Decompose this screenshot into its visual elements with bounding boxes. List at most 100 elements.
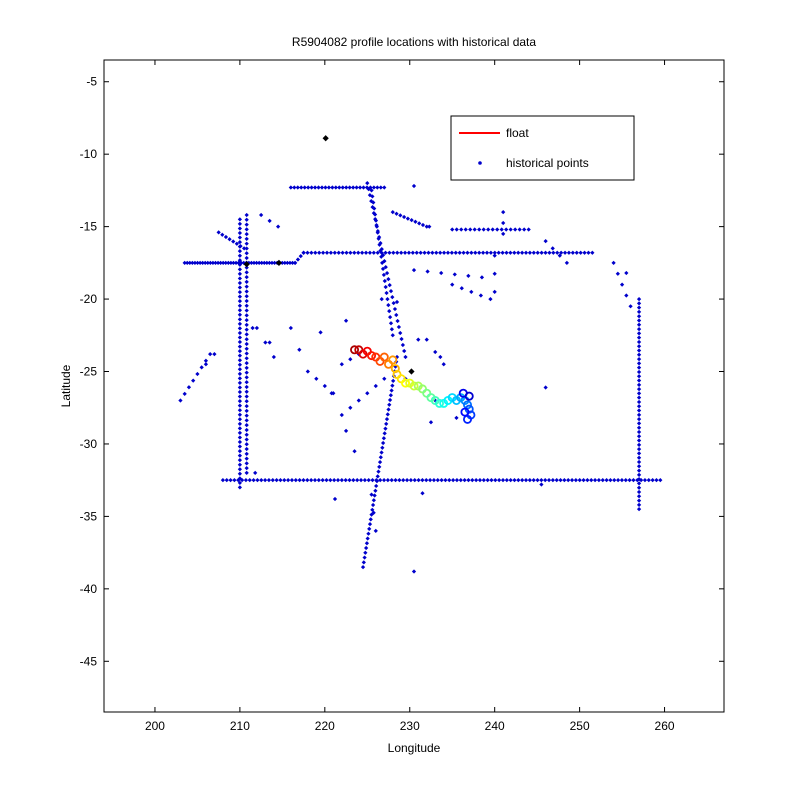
historical-point xyxy=(383,264,388,270)
historical-point xyxy=(636,339,642,345)
historical-point xyxy=(420,478,425,483)
historical-point xyxy=(658,478,663,483)
historical-point xyxy=(612,478,617,483)
historical-point xyxy=(445,250,451,255)
historical-point xyxy=(517,227,522,232)
historical-point xyxy=(237,389,243,395)
historical-point xyxy=(343,428,349,434)
historical-point xyxy=(378,478,383,483)
historical-point xyxy=(244,317,249,323)
historical-point xyxy=(527,478,532,483)
historical-point xyxy=(414,250,419,255)
historical-point xyxy=(340,185,345,190)
historical-point xyxy=(286,478,291,483)
historical-point xyxy=(592,478,598,483)
historical-point xyxy=(299,185,304,190)
historical-point xyxy=(394,211,399,216)
historical-point xyxy=(364,541,370,546)
historical-point xyxy=(365,536,370,541)
historical-point xyxy=(615,271,620,276)
historical-point xyxy=(287,260,293,265)
historical-point xyxy=(380,260,385,265)
historical-point xyxy=(578,250,583,255)
historical-point xyxy=(244,360,249,366)
historical-point xyxy=(212,352,217,357)
historical-point xyxy=(316,185,321,190)
historical-point xyxy=(370,478,375,483)
historical-point xyxy=(392,306,398,312)
historical-point xyxy=(255,478,260,483)
historical-point xyxy=(203,260,208,265)
historical-point xyxy=(535,478,540,483)
historical-point xyxy=(244,327,249,332)
historical-point xyxy=(332,250,337,255)
historical-point xyxy=(249,260,254,265)
historical-point xyxy=(481,478,486,483)
historical-point xyxy=(636,498,642,503)
historical-point xyxy=(405,216,410,221)
historical-point xyxy=(244,451,249,456)
historical-point xyxy=(195,260,200,265)
historical-point xyxy=(244,274,249,280)
historical-point xyxy=(636,352,642,357)
historical-point xyxy=(339,362,344,367)
marked-points-series xyxy=(243,135,415,375)
historical-point xyxy=(237,344,243,349)
historical-point xyxy=(208,260,213,265)
historical-point xyxy=(368,517,373,522)
historical-point xyxy=(434,250,439,255)
historical-point xyxy=(555,250,560,255)
historical-point xyxy=(244,375,249,380)
historical-point xyxy=(393,478,398,483)
historical-point xyxy=(469,250,474,255)
historical-point xyxy=(636,374,642,379)
historical-point xyxy=(244,470,249,476)
historical-point xyxy=(237,476,243,481)
historical-point xyxy=(500,250,505,255)
historical-point xyxy=(244,370,249,375)
historical-point xyxy=(418,250,423,255)
historical-point xyxy=(237,299,243,304)
historical-point xyxy=(636,425,642,430)
historical-point xyxy=(298,253,303,259)
historical-point xyxy=(344,185,349,190)
marked-point xyxy=(275,259,283,266)
historical-point xyxy=(369,492,374,497)
historical-point xyxy=(500,478,506,483)
y-tick-label: -15 xyxy=(80,220,98,234)
historical-point xyxy=(441,250,447,255)
historical-point xyxy=(224,478,229,483)
historical-point xyxy=(416,337,421,342)
historical-point xyxy=(424,224,429,229)
historical-point xyxy=(492,271,497,276)
historical-point xyxy=(477,478,483,483)
historical-point xyxy=(244,303,249,308)
historical-point xyxy=(237,258,243,263)
historical-point xyxy=(458,478,463,483)
historical-point xyxy=(619,478,625,483)
historical-point xyxy=(244,265,249,270)
historical-point xyxy=(523,250,529,255)
historical-point xyxy=(378,185,383,190)
historical-point xyxy=(426,250,431,255)
historical-point xyxy=(237,358,243,363)
historical-point xyxy=(573,478,579,483)
historical-point xyxy=(581,478,586,483)
historical-point xyxy=(468,227,473,232)
historical-point xyxy=(627,478,632,483)
historical-point xyxy=(295,257,301,262)
historical-point xyxy=(383,284,388,290)
y-tick-label: -45 xyxy=(80,654,98,668)
historical-point xyxy=(322,383,327,389)
historical-point xyxy=(347,478,352,483)
historical-point xyxy=(365,391,370,396)
historical-point xyxy=(387,397,393,403)
historical-point xyxy=(348,357,353,362)
historical-point xyxy=(297,478,302,483)
historical-point xyxy=(263,340,268,345)
historical-point xyxy=(384,290,389,296)
historical-point xyxy=(292,260,298,265)
y-tick-label: -30 xyxy=(80,437,98,451)
historical-point xyxy=(372,493,377,498)
historical-point xyxy=(390,333,395,338)
